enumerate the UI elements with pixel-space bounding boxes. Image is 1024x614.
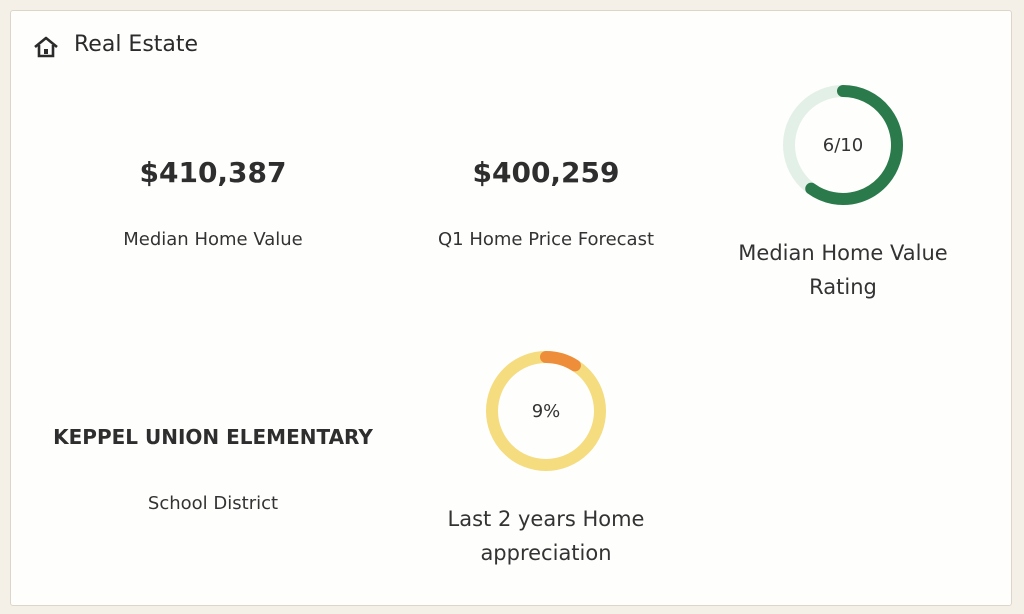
gauge-caption: Median Home Value Rating <box>738 241 948 299</box>
section-title: Real Estate <box>74 32 199 57</box>
stat-value: KEPPEL UNION ELEMENTARY <box>53 425 373 449</box>
stat-value: $410,387 <box>139 156 287 189</box>
stat-label: Median Home Value <box>123 229 303 250</box>
gauge-caption: Last 2 years Home appreciation <box>447 507 645 565</box>
stat-value: $400,259 <box>472 156 620 189</box>
stat-label: Q1 Home Price Forecast <box>437 229 655 250</box>
gauge-label: 9% <box>532 401 561 422</box>
gauge-label: 6/10 <box>823 135 863 156</box>
card <box>10 10 1012 606</box>
gauge-arc <box>540 351 581 372</box>
gauge-arc <box>805 85 903 205</box>
home-icon <box>34 36 58 58</box>
stat-label: School District <box>147 493 279 514</box>
